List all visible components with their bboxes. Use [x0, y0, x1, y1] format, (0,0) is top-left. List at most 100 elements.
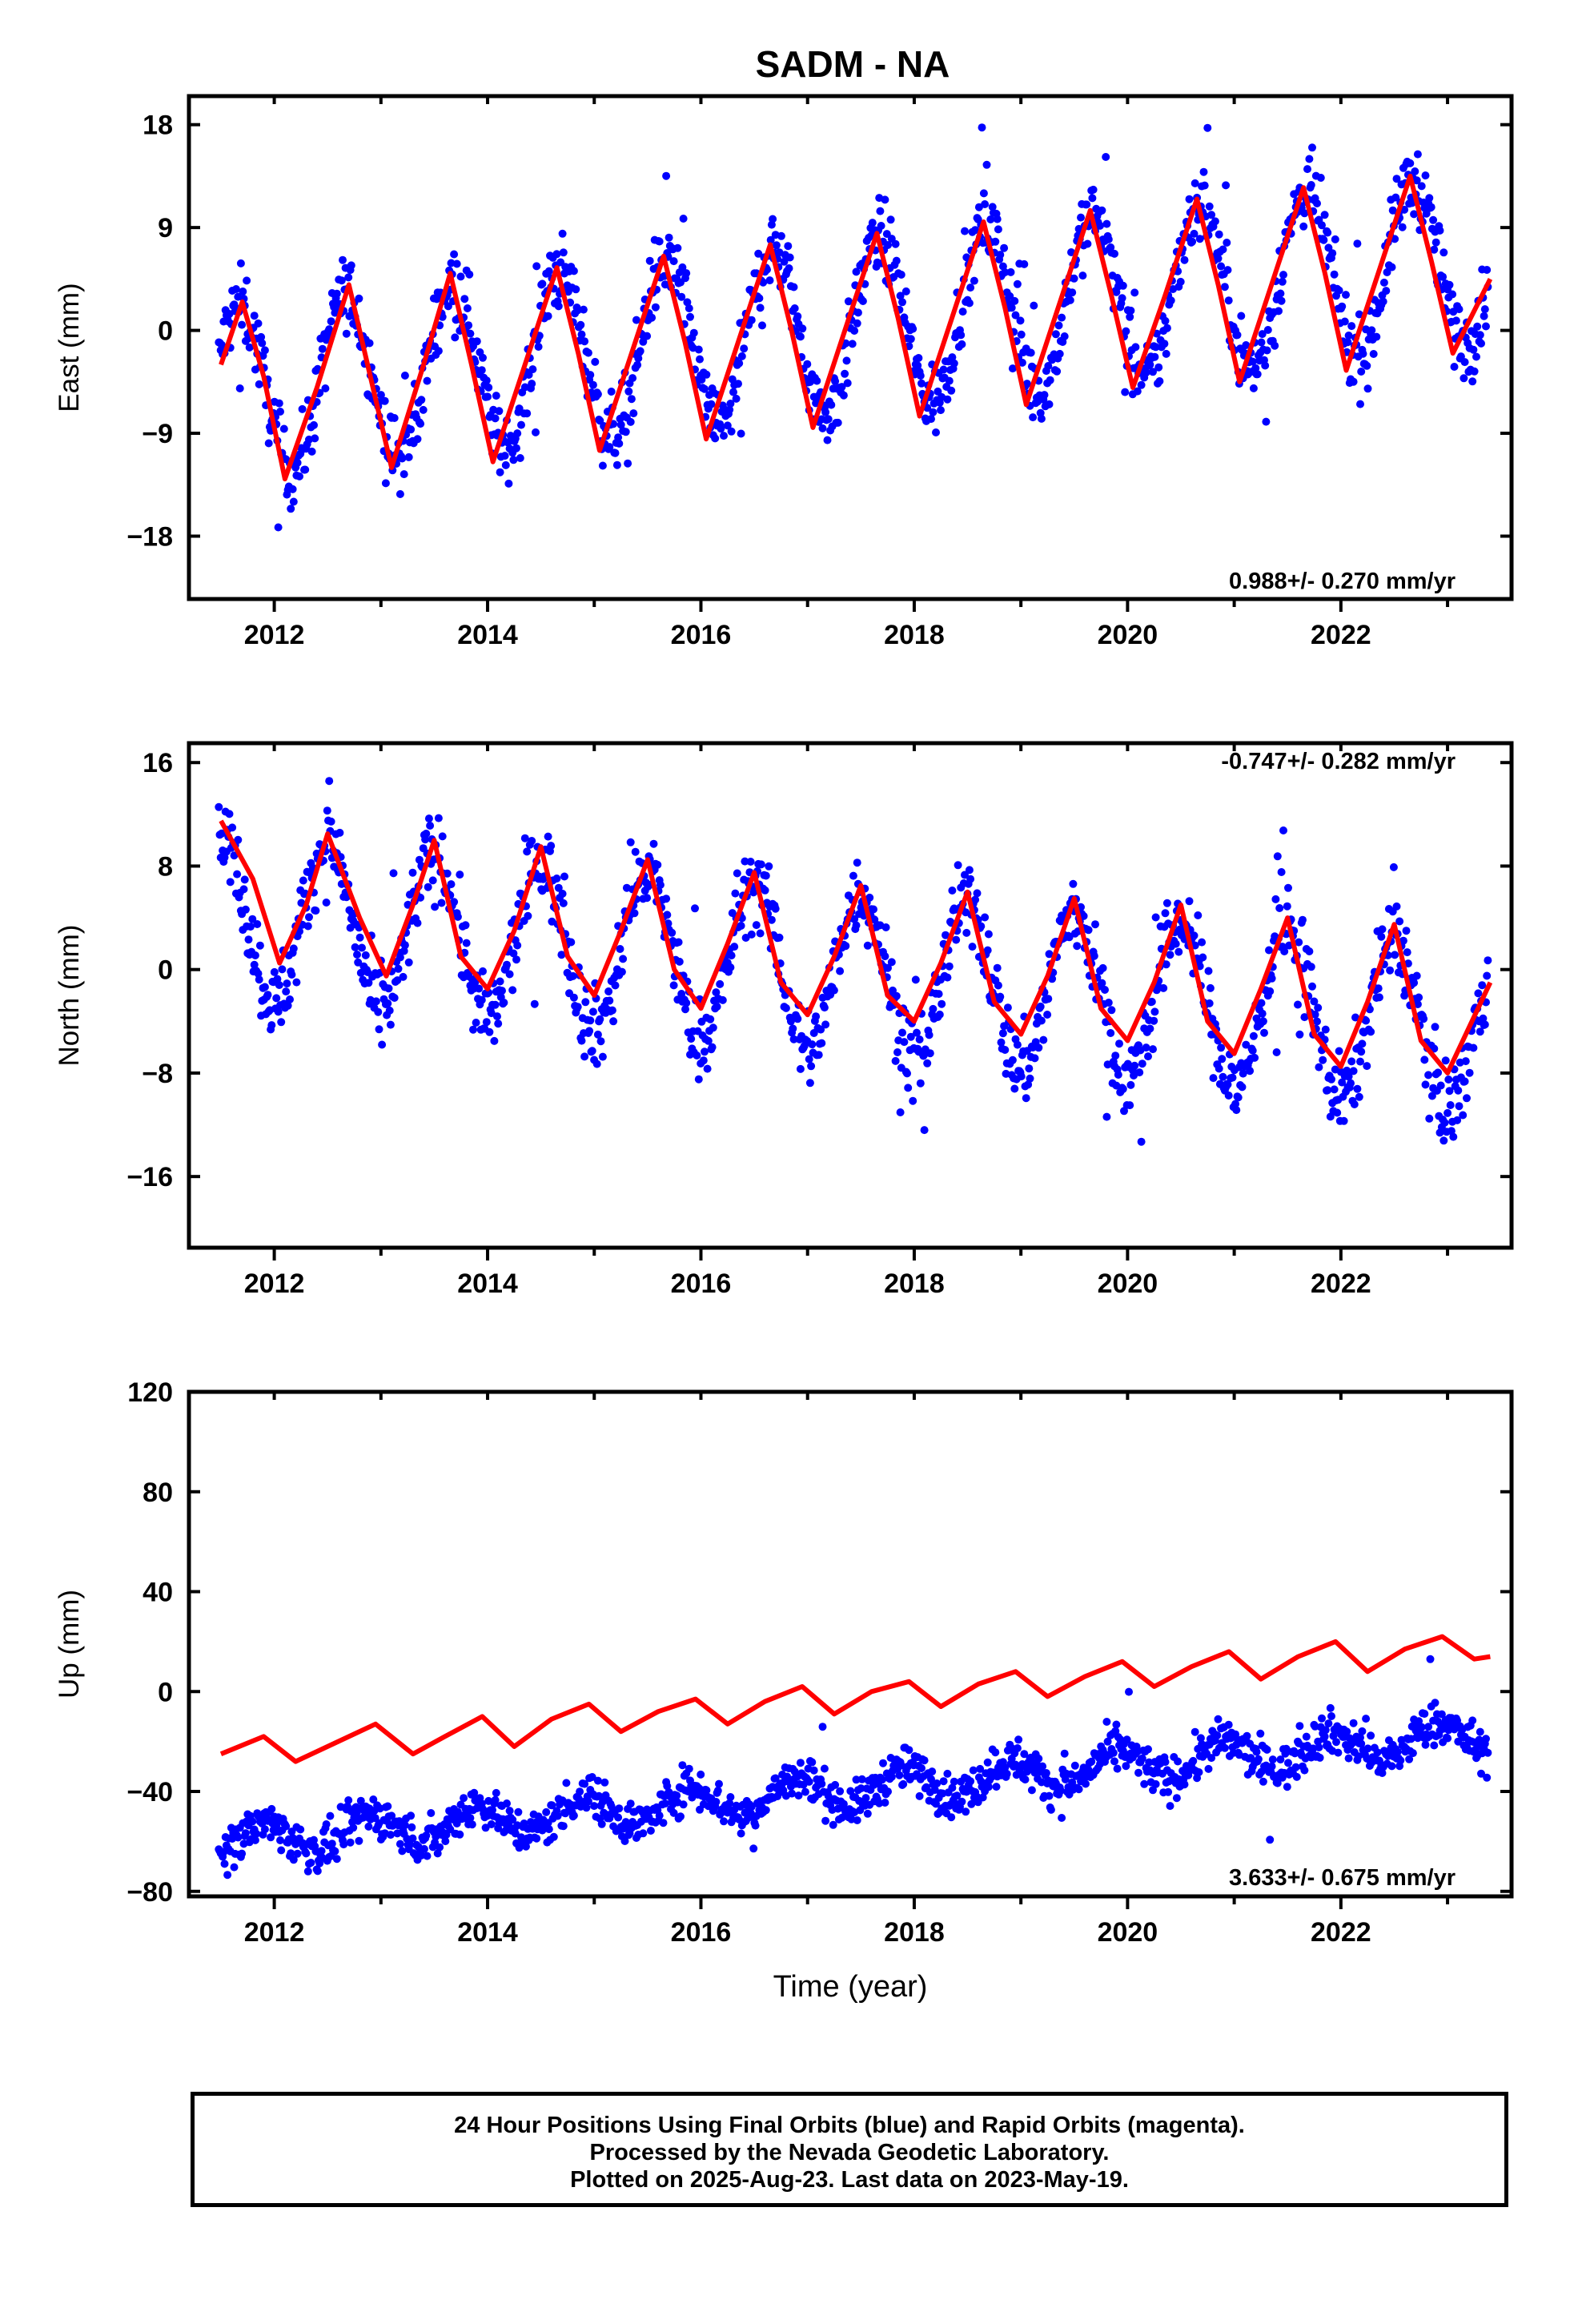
data-point: [945, 376, 954, 385]
data-point: [1402, 927, 1411, 935]
data-point: [465, 270, 474, 279]
data-point: [381, 479, 390, 488]
data-point: [731, 889, 740, 898]
data-point: [1396, 1756, 1405, 1765]
data-point: [286, 995, 294, 1003]
data-point: [1387, 263, 1396, 271]
data-point: [1162, 324, 1171, 332]
data-point: [1446, 1101, 1455, 1109]
data-point: [1137, 1137, 1146, 1146]
data-point: [735, 359, 744, 368]
data-point: [356, 1796, 365, 1805]
data-point: [274, 523, 283, 532]
data-point: [715, 1779, 723, 1788]
data-point: [552, 875, 561, 883]
data-point: [796, 332, 805, 341]
data-point: [404, 452, 413, 461]
data-point: [514, 1807, 523, 1816]
data-point: [1327, 1075, 1335, 1084]
data-point: [1126, 1080, 1135, 1089]
data-point: [325, 777, 334, 786]
data-point: [275, 981, 283, 989]
data-point: [727, 951, 736, 960]
data-point: [1223, 266, 1232, 275]
data-point: [1223, 239, 1231, 247]
data-point: [1249, 384, 1258, 392]
data-point: [759, 278, 768, 287]
data-point: [295, 472, 303, 480]
data-point: [749, 888, 758, 897]
data-point: [1335, 286, 1343, 295]
data-point: [887, 1772, 896, 1781]
data-point: [327, 817, 335, 826]
east-ylabel: East (mm): [54, 283, 85, 412]
data-point: [897, 271, 905, 279]
y-tick-label: 0: [158, 955, 173, 986]
data-point: [1277, 868, 1286, 876]
data-point: [1412, 176, 1421, 185]
data-point: [726, 1793, 735, 1801]
data-point: [1439, 1136, 1448, 1145]
data-point: [716, 979, 725, 988]
data-point: [479, 353, 487, 362]
data-point: [472, 337, 481, 346]
data-point: [1443, 1108, 1452, 1117]
data-point: [598, 461, 607, 470]
data-point: [1430, 1741, 1439, 1750]
up-plot-frame: [187, 1389, 1514, 1899]
data-point: [992, 1783, 1001, 1791]
data-point: [484, 383, 493, 392]
data-point: [1468, 1716, 1477, 1725]
data-point: [558, 890, 567, 898]
data-point: [1034, 1043, 1043, 1052]
data-point: [947, 386, 956, 395]
data-point: [512, 955, 520, 964]
data-point: [1103, 1737, 1112, 1746]
data-point: [1479, 1014, 1488, 1023]
data-point: [1419, 1015, 1428, 1023]
data-point: [996, 992, 1005, 1001]
data-point: [852, 1775, 861, 1784]
data-point: [617, 967, 626, 976]
data-point: [1295, 938, 1303, 947]
data-point: [1113, 1764, 1122, 1773]
data-point: [1211, 217, 1219, 226]
data-point: [746, 858, 755, 866]
data-point: [513, 941, 522, 950]
data-point: [1452, 316, 1460, 325]
data-point: [1434, 1068, 1443, 1077]
data-point: [1037, 414, 1046, 423]
data-point: [877, 1775, 886, 1784]
data-point: [973, 889, 982, 898]
data-point: [1328, 249, 1337, 258]
data-point: [1027, 1786, 1036, 1795]
data-point: [677, 1812, 685, 1821]
data-point: [1334, 1748, 1343, 1757]
data-point: [371, 997, 380, 1006]
data-point: [801, 1787, 809, 1796]
data-point: [1431, 1699, 1439, 1707]
data-point: [1126, 1101, 1134, 1110]
east-rate-label: 0.988+/- 0.270 mm/yr: [1229, 569, 1456, 594]
data-point: [590, 1802, 599, 1811]
data-point: [408, 1823, 416, 1831]
data-point: [456, 1830, 464, 1839]
data-point: [758, 321, 766, 330]
data-point: [754, 249, 763, 258]
data-point: [1106, 1029, 1115, 1037]
data-point: [1008, 364, 1017, 373]
data-point: [913, 361, 922, 370]
data-point: [616, 945, 624, 953]
data-point: [582, 1803, 591, 1812]
data-point: [1445, 1087, 1454, 1096]
data-point: [1217, 262, 1226, 271]
data-point: [588, 1773, 596, 1781]
data-point: [1455, 305, 1464, 314]
y-tick-label: 0: [158, 1677, 173, 1707]
data-point: [267, 1021, 276, 1030]
data-point: [1445, 280, 1454, 289]
data-point: [884, 963, 892, 972]
data-point: [1144, 1745, 1152, 1754]
x-tick-label: 2016: [671, 620, 732, 650]
data-point: [1271, 895, 1280, 903]
